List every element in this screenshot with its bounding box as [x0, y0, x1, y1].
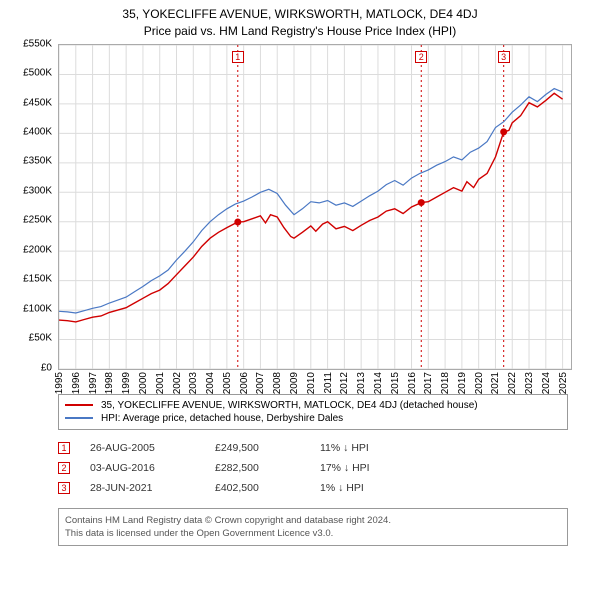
x-axis: 1995199619971998199920002001200220032004… — [58, 370, 572, 392]
chart-marker-3: 3 — [498, 51, 510, 63]
x-tick: 2003 — [188, 372, 199, 394]
x-tick: 1996 — [71, 372, 82, 394]
x-tick: 2024 — [541, 372, 552, 394]
y-tick: £100K — [23, 303, 52, 314]
y-tick: £250K — [23, 215, 52, 226]
sale-row: 2 03-AUG-2016 £282,500 17% ↓ HPI — [58, 458, 568, 478]
chart-marker-1: 1 — [232, 51, 244, 63]
y-tick: £200K — [23, 244, 52, 255]
chart-area: £0 £50K £100K £150K £200K £250K £300K £350K £400… — [16, 44, 576, 392]
legend-row: HPI: Average price, detached house, Derb… — [65, 412, 561, 425]
footer-attribution: Contains HM Land Registry data © Crown c… — [58, 508, 568, 547]
x-tick: 2011 — [323, 372, 334, 394]
x-tick: 2025 — [558, 372, 569, 394]
x-tick: 2018 — [440, 372, 451, 394]
y-tick: £0 — [41, 362, 52, 373]
legend: 35, YOKECLIFFE AVENUE, WIRKSWORTH, MATLO… — [58, 394, 568, 430]
x-tick: 2017 — [423, 372, 434, 394]
sale-price: £249,500 — [215, 442, 300, 454]
sale-delta: 1% ↓ HPI — [320, 482, 568, 494]
legend-swatch — [65, 417, 93, 419]
y-tick: £450K — [23, 97, 52, 108]
legend-row: 35, YOKECLIFFE AVENUE, WIRKSWORTH, MATLO… — [65, 399, 561, 412]
x-tick: 2004 — [205, 372, 216, 394]
y-axis: £0 £50K £100K £150K £200K £250K £300K £350K £400… — [16, 44, 56, 370]
x-tick: 1999 — [121, 372, 132, 394]
sale-date: 26-AUG-2005 — [90, 442, 195, 454]
x-tick: 2015 — [390, 372, 401, 394]
plot-svg — [59, 45, 571, 369]
y-tick: £400K — [23, 126, 52, 137]
x-tick: 2002 — [172, 372, 183, 394]
y-tick: £150K — [23, 274, 52, 285]
y-tick: £50K — [29, 333, 52, 344]
x-tick: 2010 — [306, 372, 317, 394]
x-tick: 2022 — [507, 372, 518, 394]
footer-line-2: This data is licensed under the Open Gov… — [65, 527, 561, 540]
sale-price: £282,500 — [215, 462, 300, 474]
x-tick: 2021 — [490, 372, 501, 394]
chart-marker-2: 2 — [415, 51, 427, 63]
sale-row: 1 26-AUG-2005 £249,500 11% ↓ HPI — [58, 438, 568, 458]
sale-marker: 1 — [58, 442, 70, 454]
x-tick: 1997 — [88, 372, 99, 394]
x-tick: 2020 — [474, 372, 485, 394]
sale-delta: 17% ↓ HPI — [320, 462, 568, 474]
x-tick: 2023 — [524, 372, 535, 394]
x-tick: 1995 — [54, 372, 65, 394]
sale-date: 28-JUN-2021 — [90, 482, 195, 494]
sales-table: 1 26-AUG-2005 £249,500 11% ↓ HPI 2 03-AUG-201… — [58, 438, 568, 498]
sale-marker: 2 — [58, 462, 70, 474]
legend-swatch — [65, 404, 93, 406]
legend-label: 35, YOKECLIFFE AVENUE, WIRKSWORTH, MATLO… — [101, 400, 478, 411]
x-tick: 2005 — [222, 372, 233, 394]
y-tick: £550K — [23, 38, 52, 49]
legend-label: HPI: Average price, detached house, Derb… — [101, 413, 343, 424]
x-tick: 2014 — [373, 372, 384, 394]
x-tick: 2013 — [356, 372, 367, 394]
x-tick: 2006 — [239, 372, 250, 394]
x-tick: 2019 — [457, 372, 468, 394]
sale-delta: 11% ↓ HPI — [320, 442, 568, 454]
y-tick: £350K — [23, 156, 52, 167]
sale-marker: 3 — [58, 482, 70, 494]
chart-title-1: 35, YOKECLIFFE AVENUE, WIRKSWORTH, MATLO… — [10, 6, 590, 23]
x-tick: 2008 — [272, 372, 283, 394]
x-tick: 1998 — [104, 372, 115, 394]
chart-title-2: Price paid vs. HM Land Registry's House … — [10, 23, 590, 40]
x-tick: 2012 — [339, 372, 350, 394]
footer-line-1: Contains HM Land Registry data © Crown c… — [65, 514, 561, 527]
x-tick: 2001 — [155, 372, 166, 394]
sale-date: 03-AUG-2016 — [90, 462, 195, 474]
sale-price: £402,500 — [215, 482, 300, 494]
sale-row: 3 28-JUN-2021 £402,500 1% ↓ HPI — [58, 478, 568, 498]
y-tick: £500K — [23, 68, 52, 79]
x-tick: 2000 — [138, 372, 149, 394]
x-tick: 2009 — [289, 372, 300, 394]
plot-region: 1 2 3 — [58, 44, 572, 370]
x-tick: 2016 — [407, 372, 418, 394]
y-tick: £300K — [23, 185, 52, 196]
x-tick: 2007 — [255, 372, 266, 394]
